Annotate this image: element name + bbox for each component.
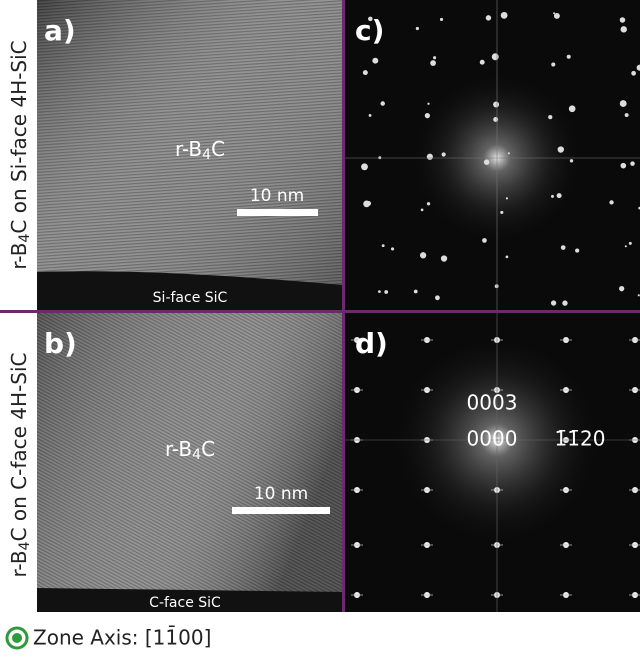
substrate-label: C-face SiC (149, 595, 221, 611)
fft-spot (391, 247, 394, 250)
substrate-label: Si-face SiC (153, 290, 228, 306)
fft-spot (562, 300, 567, 305)
fft-spot (625, 245, 627, 247)
fft-spot (619, 286, 624, 291)
fft-spot (495, 284, 499, 288)
fft-spot (420, 252, 426, 258)
fft-spot (484, 159, 489, 164)
panel-letter: d) (355, 327, 388, 360)
fft-spot (435, 295, 440, 300)
fft-spot (480, 60, 485, 65)
fft-spot (363, 70, 368, 75)
fft-spot (382, 244, 385, 247)
fft-spot (414, 290, 418, 294)
legend-symbol (12, 633, 22, 643)
material-label: r-B4C (165, 437, 215, 464)
fft-spot (551, 63, 555, 67)
material-label: r-B4C (175, 137, 225, 164)
spot-label: 0003 (467, 391, 518, 415)
scale-bar-label: 10 nm (254, 484, 308, 504)
fft-spot (493, 102, 499, 108)
fft-spot (427, 103, 429, 105)
fft-spot (378, 290, 381, 293)
spot-label: 1̄1̄20 (555, 427, 606, 451)
fft-spot (486, 15, 491, 20)
fft-spot (493, 117, 498, 122)
fft-spot (629, 242, 632, 245)
fft-spot (625, 113, 629, 117)
fft-spot (561, 245, 566, 250)
fft-spot (553, 12, 555, 14)
fft-spot (506, 256, 509, 259)
fft-spot (416, 27, 419, 30)
fft-spot (620, 17, 626, 23)
fft-spot (575, 249, 579, 253)
panel-letter: c) (355, 14, 384, 47)
fft-spot (430, 60, 436, 66)
fft-spot (631, 71, 636, 76)
separator (0, 310, 640, 313)
fft-spot (551, 300, 556, 305)
row-label: r-B4C on C-face 4H-SiC (7, 352, 34, 577)
fft-spot (570, 159, 573, 162)
fft-spot (558, 146, 564, 152)
fft-spot (630, 161, 635, 166)
fft-spot (569, 105, 576, 112)
spot-label: 0000 (467, 427, 518, 451)
fft-spot (441, 255, 447, 261)
fft-spot (433, 56, 436, 59)
panel-letter: b) (44, 327, 77, 360)
fft-spot (567, 55, 571, 59)
panel-d (345, 312, 640, 612)
fft-spot (609, 200, 613, 204)
scale-bar-label: 10 nm (250, 186, 304, 206)
fft-spot (621, 163, 627, 169)
fft-spot (500, 211, 503, 214)
fft-spot (440, 18, 443, 21)
fft-spot (442, 152, 446, 156)
separator (342, 0, 345, 612)
fft-spot (548, 115, 552, 119)
fft-spot (508, 152, 510, 154)
panel-letter: a) (44, 14, 76, 47)
panel-a: a) r-B4C 10 nm Si-face SiC (37, 0, 343, 311)
fft-spot (361, 163, 368, 170)
fft-spot (384, 290, 388, 294)
fft-spot (621, 26, 627, 32)
fft-spot (425, 113, 430, 118)
fft-spot (427, 202, 430, 205)
fft-spot (551, 195, 554, 198)
figure: r-B4C on Si-face 4H-SiC r-B4C on C-face … (0, 0, 640, 657)
fft-spot (380, 101, 384, 105)
row-label: r-B4C on Si-face 4H-SiC (7, 40, 34, 269)
fft-spot (421, 209, 424, 212)
fft-spot (369, 114, 372, 117)
panel-c (345, 0, 640, 311)
fft-spot (427, 154, 433, 160)
fft-spot (492, 53, 499, 60)
fft-spot (557, 193, 562, 198)
fft-spot (366, 201, 371, 206)
legend-text: Zone Axis: [11̄00] (33, 625, 211, 650)
panel-b: b) r-B4C 10 nm C-face SiC (37, 312, 343, 612)
fft-spot (620, 100, 627, 107)
fft-spot (372, 58, 378, 64)
fft-spot (506, 197, 508, 199)
fft-spot (482, 238, 487, 243)
fft-spot (501, 12, 508, 19)
